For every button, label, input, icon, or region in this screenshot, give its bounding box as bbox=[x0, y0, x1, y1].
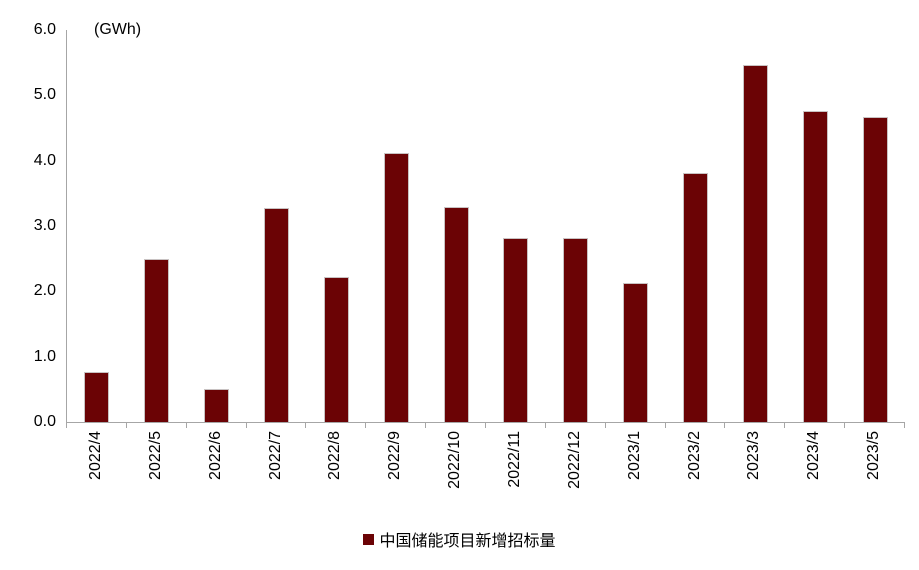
plot-area bbox=[66, 30, 905, 423]
x-tick-mark bbox=[664, 423, 666, 428]
bar-2023/1 bbox=[623, 282, 649, 422]
y-tick-label-5.0: 5.0 bbox=[33, 86, 56, 104]
x-tick-mark bbox=[365, 423, 367, 428]
x-tick-mark bbox=[904, 423, 905, 428]
y-tick-label-4.0: 4.0 bbox=[33, 151, 56, 169]
bar-2022/9 bbox=[383, 152, 409, 422]
x-label-2022/9: 2022/9 bbox=[386, 431, 404, 480]
x-label-2022/4: 2022/4 bbox=[86, 431, 104, 480]
bar-2022/8 bbox=[323, 276, 349, 422]
bar-2022/5 bbox=[144, 258, 170, 422]
x-tick-mark bbox=[125, 423, 127, 428]
x-label-2022/5: 2022/5 bbox=[146, 431, 164, 480]
bar-2023/4 bbox=[802, 111, 828, 422]
x-label-2022/7: 2022/7 bbox=[266, 431, 284, 480]
x-tick-mark bbox=[425, 423, 427, 428]
x-label-2022/6: 2022/6 bbox=[206, 431, 224, 480]
legend: 中国储能项目新增招标量 bbox=[0, 527, 919, 551]
bar-2023/2 bbox=[683, 173, 708, 422]
x-tick-mark bbox=[245, 423, 247, 428]
x-label-2022/10: 2022/10 bbox=[446, 431, 464, 489]
y-axis-unit-label: (GWh) bbox=[94, 21, 142, 38]
x-tick-mark bbox=[66, 423, 67, 428]
x-label-2023/2: 2023/2 bbox=[685, 431, 703, 480]
x-label-2023/1: 2023/1 bbox=[625, 431, 643, 480]
bar-2023/5 bbox=[862, 116, 888, 422]
x-label-2023/4: 2023/4 bbox=[805, 431, 823, 480]
x-label-2023/5: 2023/5 bbox=[865, 431, 883, 480]
bar-2023/3 bbox=[742, 64, 768, 422]
bar-2022/6 bbox=[204, 388, 230, 422]
x-label-2022/12: 2022/12 bbox=[565, 431, 583, 489]
legend-label: 中国储能项目新增招标量 bbox=[379, 533, 556, 550]
x-tick-mark bbox=[724, 423, 726, 428]
x-tick-mark bbox=[844, 423, 846, 428]
x-tick-mark bbox=[784, 423, 786, 428]
y-tick-label-1.0: 1.0 bbox=[33, 347, 56, 365]
x-tick-mark bbox=[305, 423, 307, 428]
y-tick-label-6.0: 6.0 bbox=[33, 21, 56, 38]
x-label-2022/8: 2022/8 bbox=[326, 431, 344, 480]
bar-2022/11 bbox=[503, 238, 529, 422]
legend-marker-square bbox=[363, 533, 375, 545]
bar-2022/4 bbox=[84, 371, 110, 422]
x-tick-mark bbox=[544, 423, 546, 428]
x-tick-mark bbox=[604, 423, 606, 428]
bar-2022/7 bbox=[264, 207, 289, 422]
bar-2022/12 bbox=[563, 238, 589, 422]
y-tick-label-2.0: 2.0 bbox=[33, 282, 56, 300]
y-tick-label-0.0: 0.0 bbox=[33, 413, 56, 430]
x-tick-mark bbox=[185, 423, 187, 428]
x-label-2023/3: 2023/3 bbox=[745, 431, 763, 480]
bar-2022/10 bbox=[443, 207, 469, 422]
x-label-2022/11: 2022/11 bbox=[505, 431, 523, 488]
x-tick-mark bbox=[485, 423, 486, 428]
y-tick-label-3.0: 3.0 bbox=[33, 217, 56, 234]
